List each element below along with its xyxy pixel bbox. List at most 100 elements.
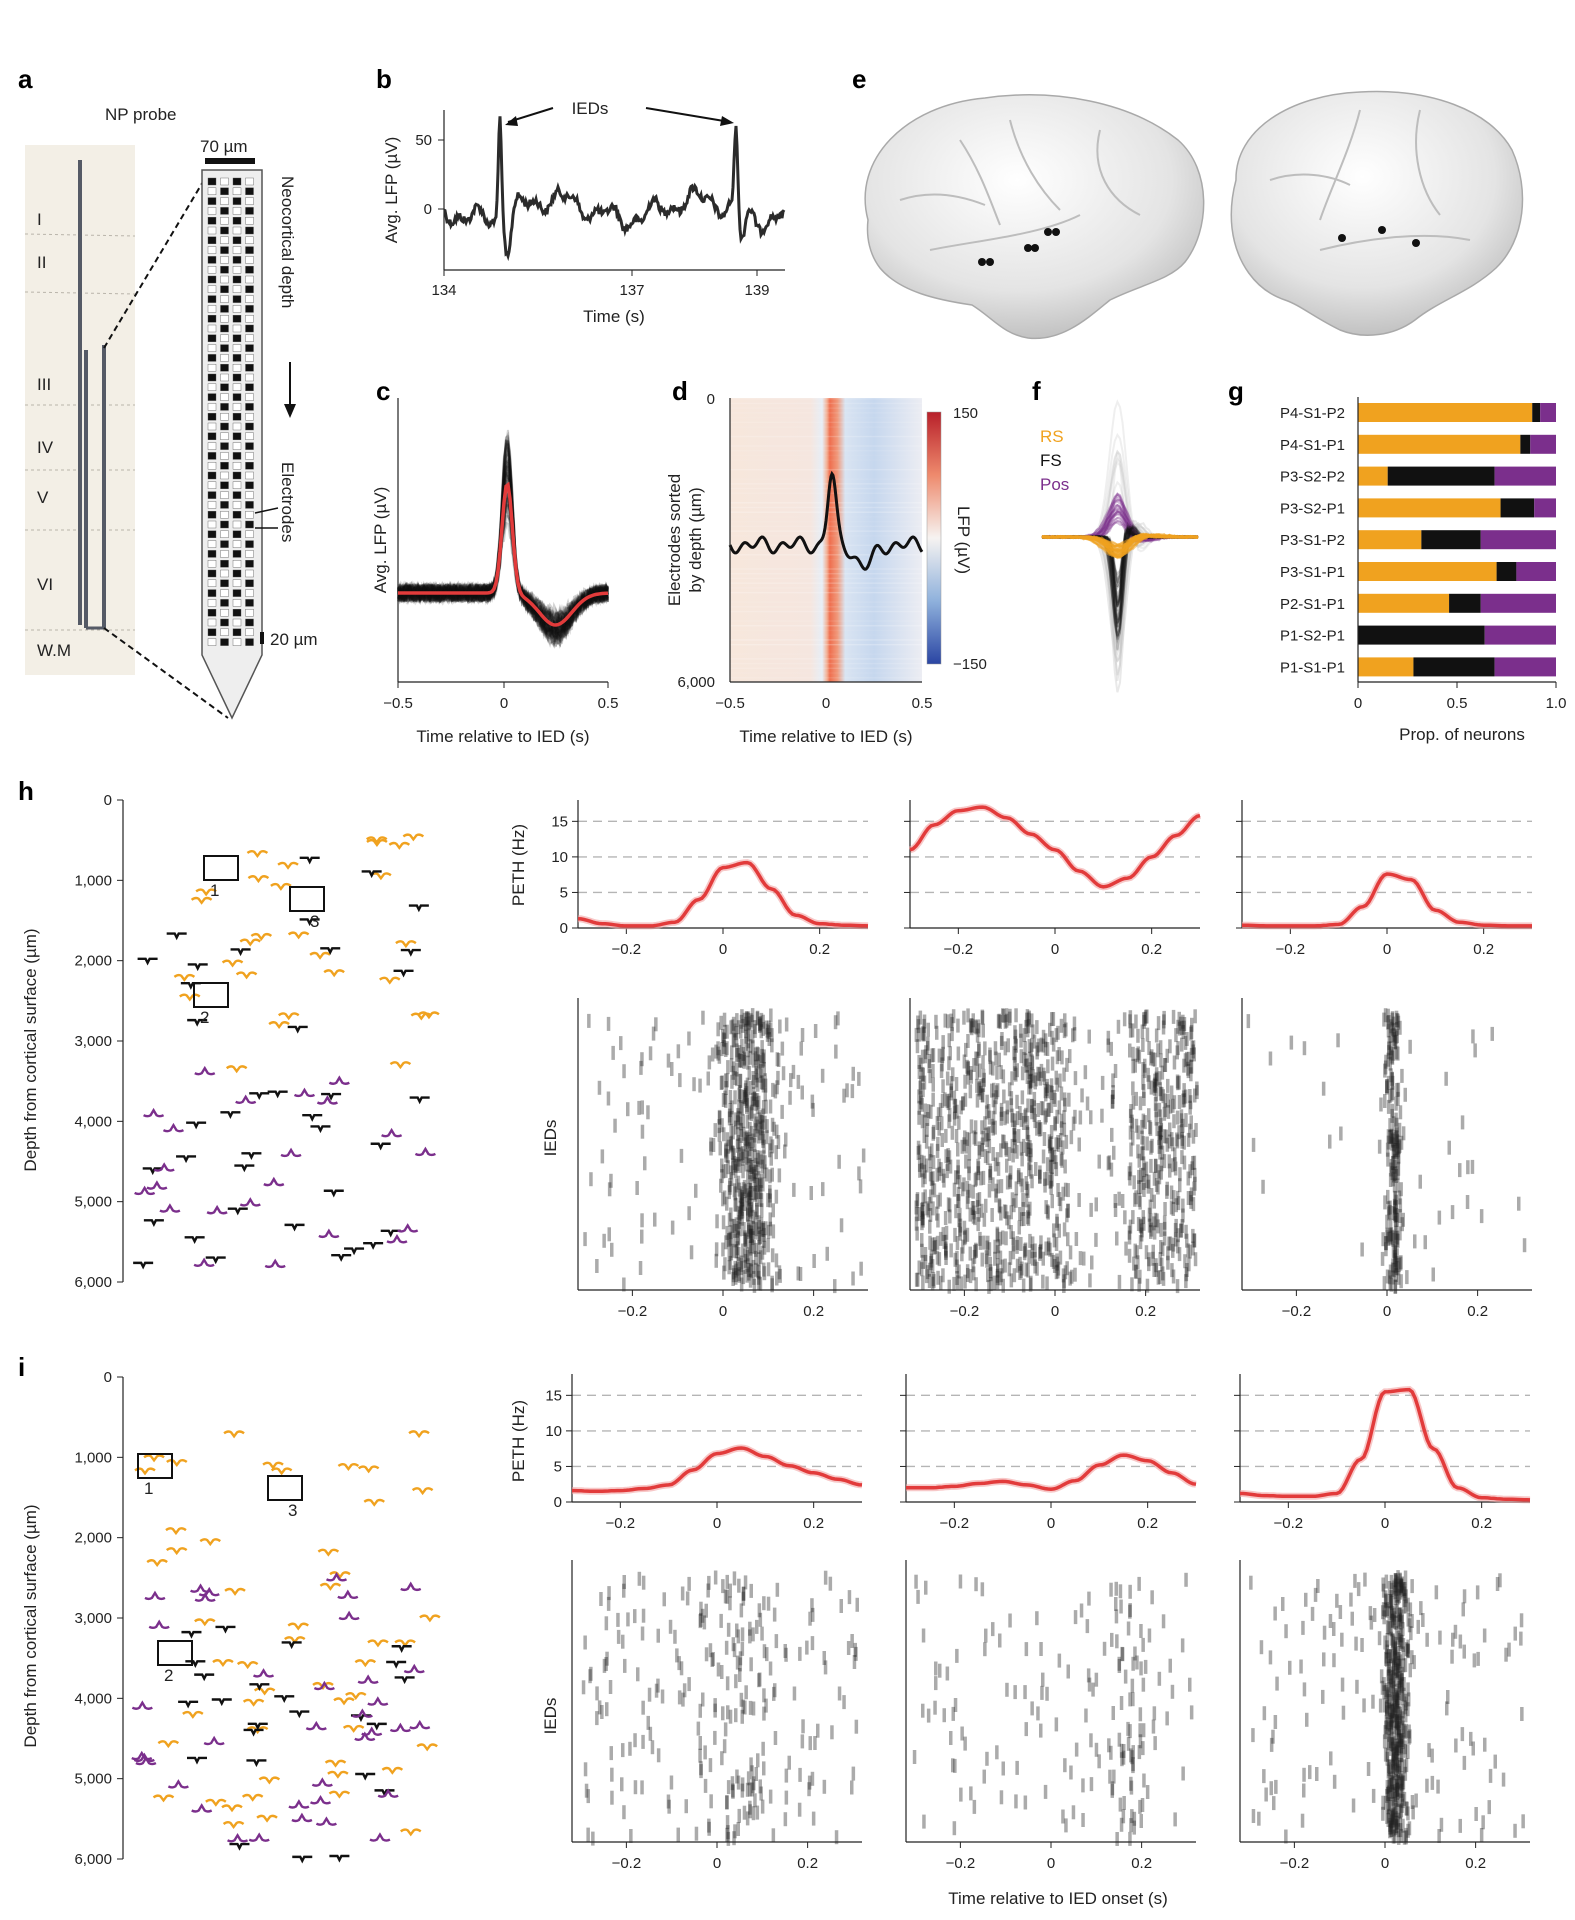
spike-tick: [1396, 1646, 1401, 1660]
spike-tick: [805, 1640, 809, 1655]
spike-tick: [1399, 1135, 1404, 1150]
spike-tick: [1106, 1038, 1110, 1053]
spike-tick: [1447, 1140, 1451, 1155]
bar-segment-pos: [1494, 657, 1556, 677]
spike-tick: [979, 1085, 983, 1100]
spike-tick: [1114, 1609, 1119, 1624]
spike-tick: [1022, 1116, 1026, 1130]
heatmap-row: [730, 474, 922, 475]
spike-tick: [738, 1206, 742, 1221]
spike-tick: [839, 1599, 843, 1613]
spike-tick: [1065, 1057, 1069, 1072]
spike-tick: [1395, 1130, 1399, 1145]
spike-tick: [761, 1108, 765, 1123]
electrode-site: [245, 442, 254, 450]
peth-ytick-label: 10: [551, 849, 568, 866]
spike-tick: [1136, 1125, 1140, 1140]
spike-tick: [1385, 1652, 1389, 1667]
spike-tick: [1394, 1746, 1399, 1760]
spike-tick: [1020, 1152, 1024, 1167]
spike-tick: [1014, 1067, 1018, 1082]
rs-unit-waveform: [388, 841, 411, 850]
spike-tick: [760, 1075, 765, 1090]
spike-tick: [729, 1058, 734, 1073]
spike-tick: [1383, 1063, 1387, 1078]
peth-xtick-label: 0.2: [803, 1515, 824, 1532]
pos-unit-waveform: [414, 1146, 436, 1157]
spike-tick: [733, 1120, 738, 1135]
spike-tick: [1037, 1067, 1042, 1082]
spike-tick: [771, 1082, 775, 1097]
spike-tick: [741, 1114, 745, 1129]
spike-tick: [943, 1013, 947, 1028]
electrode-site: [220, 501, 229, 509]
spike-tick: [833, 1015, 838, 1030]
c-xtick-label: 0: [500, 695, 508, 712]
spike-tick: [751, 1071, 755, 1085]
electrode-site: [220, 226, 229, 235]
spike-tick: [1460, 1727, 1465, 1742]
spike-tick: [1383, 1795, 1388, 1810]
spike-tick: [1398, 1706, 1402, 1721]
spike-tick: [1350, 1611, 1354, 1626]
spike-tick: [720, 1751, 724, 1766]
spike-tick: [757, 1240, 761, 1254]
spike-tick: [1395, 1714, 1399, 1729]
heatmap-row: [730, 483, 922, 485]
electrode-site: [220, 638, 229, 646]
spike-tick: [621, 1743, 625, 1758]
spike-tick: [965, 1059, 969, 1074]
spike-tick: [1393, 1738, 1398, 1753]
spike-tick: [1046, 1102, 1050, 1117]
spike-tick: [1299, 1659, 1303, 1674]
heatmap-row: [730, 601, 922, 603]
electrode-site: [207, 501, 217, 509]
spike-tick: [1027, 1249, 1031, 1264]
spike-tick: [761, 1054, 765, 1069]
spike-tick: [784, 1647, 788, 1662]
spike-tick: [1407, 1821, 1412, 1836]
peth-curve: [572, 1446, 863, 1494]
implant-site-marker: [1031, 244, 1039, 252]
spike-tick: [1147, 1218, 1152, 1233]
spike-tick: [1058, 1250, 1063, 1265]
spike-tick: [745, 1811, 750, 1826]
depth-axis-label: Neocortical depth: [278, 176, 297, 308]
spike-tick: [918, 1080, 922, 1095]
pos-unit-waveform: [206, 1204, 228, 1215]
spike-tick: [1391, 1760, 1395, 1774]
spike-tick: [755, 1100, 760, 1115]
spike-tick: [1189, 1059, 1194, 1074]
spike-tick: [999, 1106, 1004, 1121]
spike-tick: [1392, 1116, 1396, 1131]
spike-tick: [1114, 1597, 1118, 1611]
spike-tick: [739, 1257, 744, 1272]
spike-tick: [737, 1045, 742, 1060]
spike-tick: [1389, 1068, 1393, 1083]
spike-tick: [1084, 1708, 1088, 1723]
layer-label: VI: [37, 575, 53, 594]
electrode-site: [220, 530, 229, 538]
spike-tick: [970, 1021, 974, 1036]
spike-tick: [1163, 1202, 1167, 1216]
rs-unit-waveform: [179, 993, 201, 1002]
spike-tick: [1390, 1814, 1394, 1829]
spike-tick: [736, 1230, 740, 1245]
spike-tick: [760, 1245, 765, 1260]
spike-tick: [1386, 1620, 1391, 1635]
panel-b: 50 0 134 137 139 Time (s) Avg. LFP (µV) …: [382, 99, 786, 326]
spike-tick: [620, 1777, 624, 1792]
spike-tick: [1152, 1216, 1156, 1231]
spike-tick: [707, 1821, 711, 1836]
spike-tick: [1360, 1242, 1364, 1257]
spike-tick: [1391, 1243, 1396, 1258]
spike-tick: [1394, 1131, 1398, 1146]
spike-tick: [1152, 1263, 1156, 1277]
spike-tick: [698, 1078, 702, 1093]
spike-tick: [587, 1013, 591, 1028]
spike-tick: [1067, 1092, 1071, 1107]
spike-tick: [1394, 1762, 1398, 1777]
spike-tick: [1186, 1064, 1191, 1079]
spike-tick: [1167, 1134, 1172, 1149]
electrode-site: [232, 432, 242, 440]
